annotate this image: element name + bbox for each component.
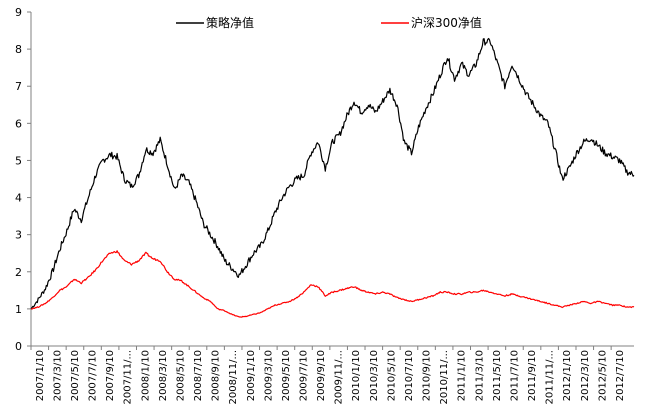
x-tick-label: 2012/5/10 bbox=[597, 350, 608, 401]
x-tick-label: 2008/3/10 bbox=[158, 350, 169, 401]
x-tick-label: 2009/5/10 bbox=[281, 350, 292, 401]
y-tick-label: 8 bbox=[15, 43, 22, 56]
y-tick-label: 6 bbox=[15, 117, 22, 130]
x-tick-label: 2010/3/10 bbox=[369, 350, 380, 401]
legend-label-strategy: 策略净值 bbox=[206, 15, 254, 30]
x-tick-label: 2008/1/10 bbox=[140, 350, 151, 401]
x-tick-label: 2011/5/10 bbox=[492, 350, 503, 401]
y-tick-group: 0 1 2 3 4 5 6 7 8 9 bbox=[15, 6, 31, 353]
y-tick-label: 9 bbox=[15, 6, 22, 19]
x-tick-label: 2011/9/10 bbox=[527, 350, 538, 401]
x-tick-label: 2012/7/10 bbox=[615, 350, 626, 401]
x-tick-label: 2011/7/10 bbox=[509, 350, 520, 401]
legend-item-strategy: 策略净值 bbox=[176, 15, 254, 30]
series-line-strategy bbox=[30, 37, 635, 310]
x-tick-label: 2012/1/10 bbox=[562, 350, 573, 401]
x-tick-label: 2011/11/... bbox=[545, 350, 556, 404]
y-tick-label: 7 bbox=[15, 80, 22, 93]
x-tick-label: 2010/9/10 bbox=[422, 350, 433, 401]
x-tick-label: 2008/7/10 bbox=[193, 350, 204, 401]
x-tick-label: 2007/3/10 bbox=[52, 350, 63, 401]
y-tick-label: 0 bbox=[15, 340, 22, 353]
x-tick-label: 2008/5/10 bbox=[175, 350, 186, 401]
x-tick-label: 2010/5/10 bbox=[386, 350, 397, 401]
x-tick-label: 2010/1/10 bbox=[351, 350, 362, 401]
x-tick-group: 2007/1/10 2007/3/10 2007/5/10 2007/7/10 2007… bbox=[30, 346, 626, 404]
x-tick-label: 2007/1/10 bbox=[35, 350, 46, 401]
x-tick-label: 2009/1/10 bbox=[246, 350, 257, 401]
x-tick-label: 2007/5/10 bbox=[70, 350, 81, 401]
legend-label-csi300: 沪深300净值 bbox=[411, 15, 482, 30]
y-tick-label: 1 bbox=[15, 303, 22, 316]
x-tick-label: 2007/11/... bbox=[123, 350, 134, 404]
x-tick-label: 2010/11/... bbox=[439, 350, 450, 404]
y-tick-label: 5 bbox=[15, 154, 22, 167]
legend: 策略净值 沪深300净值 bbox=[176, 15, 482, 30]
y-tick-label: 4 bbox=[15, 192, 22, 205]
x-tick-label: 2011/1/10 bbox=[457, 350, 468, 401]
x-tick-label: 2009/3/10 bbox=[263, 350, 274, 401]
x-tick-label: 2012/3/10 bbox=[580, 350, 591, 401]
series-line-csi300 bbox=[30, 250, 635, 318]
x-tick-label: 2008/11/... bbox=[228, 350, 239, 404]
y-tick-label: 3 bbox=[15, 229, 22, 242]
x-tick-label: 2007/7/10 bbox=[88, 350, 99, 401]
x-tick-label: 2008/9/10 bbox=[211, 350, 222, 401]
legend-item-csi300: 沪深300净值 bbox=[381, 15, 482, 30]
series-group bbox=[30, 37, 635, 318]
x-tick-label: 2007/9/10 bbox=[105, 350, 116, 401]
x-tick-label: 2009/7/10 bbox=[298, 350, 309, 401]
x-tick-label: 2010/7/10 bbox=[404, 350, 415, 401]
x-tick-label: 2011/3/10 bbox=[474, 350, 485, 401]
y-tick-label: 2 bbox=[15, 266, 22, 279]
x-tick-label: 2009/11/... bbox=[334, 350, 345, 404]
x-tick-label: 2009/9/10 bbox=[316, 350, 327, 401]
